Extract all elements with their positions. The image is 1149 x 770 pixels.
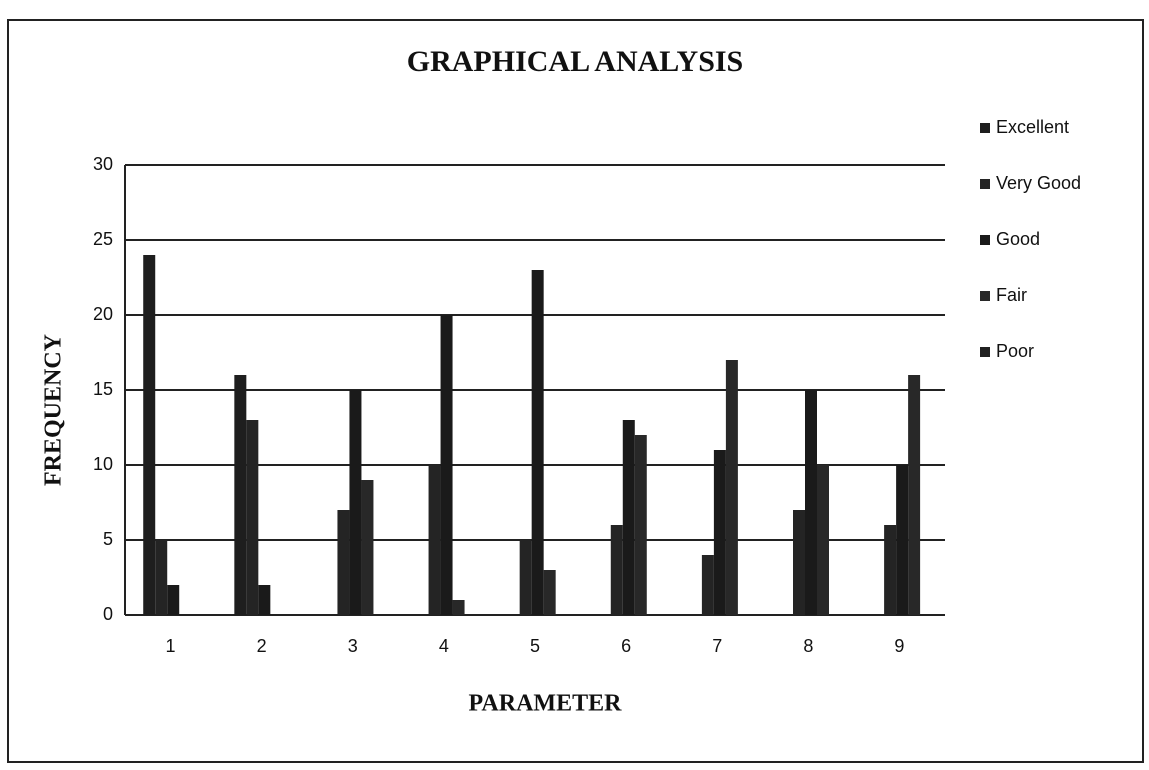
bar	[519, 540, 532, 615]
legend-label: Very Good	[996, 173, 1081, 193]
bar	[337, 510, 350, 615]
x-tick-label: 2	[257, 636, 267, 656]
x-tick-label: 1	[166, 636, 176, 656]
bar	[531, 270, 544, 615]
bar	[622, 420, 635, 615]
chart-title: GRAPHICAL ANALYSIS	[407, 45, 744, 78]
y-tick-label: 30	[93, 154, 113, 174]
bar	[805, 390, 817, 615]
y-tick-label: 25	[93, 229, 113, 249]
bar	[361, 480, 374, 615]
legend-label: Good	[996, 229, 1040, 249]
bar	[143, 255, 156, 615]
legend-swatch	[980, 123, 990, 133]
bar	[817, 465, 829, 615]
x-tick-label: 6	[621, 636, 631, 656]
legend-swatch	[980, 347, 990, 357]
y-tick-label: 10	[93, 454, 113, 474]
bar	[725, 360, 738, 615]
bar	[167, 585, 180, 615]
x-axis-label: PARAMETER	[469, 691, 623, 717]
x-tick-label: 7	[712, 636, 722, 656]
bar	[428, 465, 441, 615]
legend-swatch	[980, 235, 990, 245]
chart-frame	[7, 19, 1144, 763]
bar	[908, 375, 921, 615]
bar	[452, 600, 465, 615]
bar	[258, 585, 271, 615]
bar	[634, 435, 647, 615]
legend-swatch	[980, 291, 990, 301]
y-tick-label: 0	[103, 604, 113, 624]
y-tick-label: 20	[93, 304, 113, 324]
bar	[884, 525, 897, 615]
bar	[234, 375, 247, 615]
y-tick-label: 5	[103, 529, 113, 549]
x-tick-label: 8	[803, 636, 813, 656]
bar	[246, 420, 259, 615]
x-tick-label: 4	[439, 636, 449, 656]
bar	[610, 525, 623, 615]
legend-label: Poor	[996, 341, 1034, 361]
bar	[349, 390, 362, 615]
y-tick-label: 15	[93, 379, 113, 399]
bar	[543, 570, 556, 615]
bar	[440, 315, 453, 615]
y-axis-label: FREQUENCY	[41, 334, 67, 486]
x-tick-label: 9	[894, 636, 904, 656]
legend-label: Fair	[996, 285, 1027, 305]
bar	[793, 510, 805, 615]
legend-label: Excellent	[996, 117, 1069, 137]
bar	[896, 465, 909, 615]
legend-swatch	[980, 179, 990, 189]
bar	[713, 450, 726, 615]
x-tick-label: 3	[348, 636, 358, 656]
bar	[155, 540, 168, 615]
bar	[701, 555, 714, 615]
x-tick-label: 5	[530, 636, 540, 656]
